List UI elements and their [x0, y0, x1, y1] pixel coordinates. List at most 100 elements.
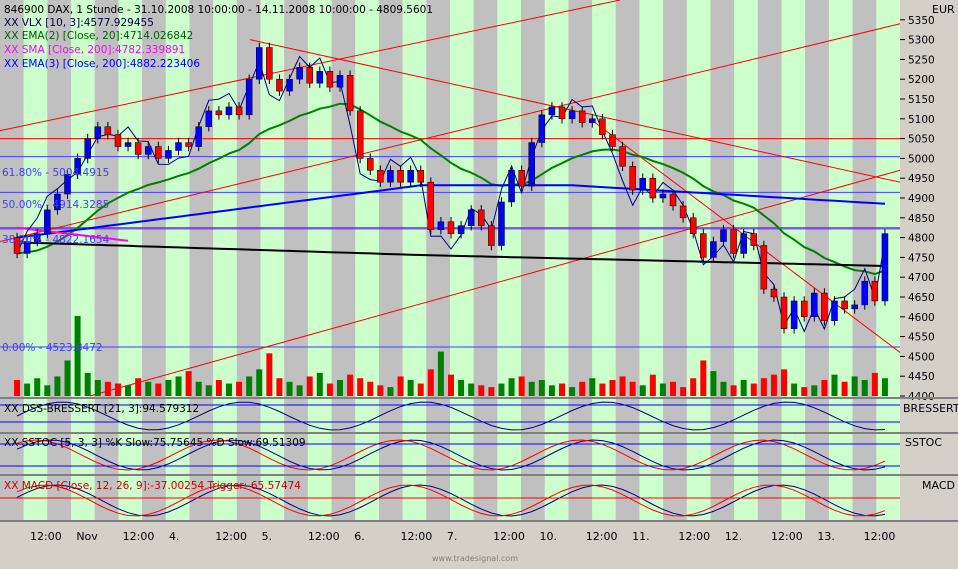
candle[interactable] — [720, 229, 727, 242]
candle[interactable] — [165, 150, 172, 159]
candle[interactable] — [336, 74, 344, 88]
candle[interactable] — [114, 134, 122, 147]
sma200-line[interactable] — [16, 241, 886, 267]
candle[interactable] — [841, 300, 848, 310]
candle[interactable] — [235, 106, 243, 116]
candle[interactable] — [639, 177, 646, 191]
candle[interactable] — [124, 142, 132, 147]
candle[interactable] — [851, 304, 858, 310]
candle[interactable] — [245, 78, 253, 116]
candle[interactable] — [467, 209, 475, 226]
time-axis[interactable]: 12:00 Nov 12:00 4. 12:00 5. 12:00 6. 12:00 7. 12:0… — [30, 530, 895, 543]
candle[interactable] — [266, 47, 273, 80]
candle[interactable] — [437, 221, 445, 230]
candle[interactable] — [417, 170, 424, 183]
vlx-line[interactable] — [16, 55, 886, 333]
candle[interactable] — [518, 170, 525, 187]
legend-sma[interactable]: XX SMA [Close, 200]:4782.339891 — [4, 44, 185, 56]
candle[interactable] — [710, 241, 717, 258]
candle[interactable] — [508, 170, 515, 203]
candle[interactable] — [629, 166, 636, 191]
candle[interactable] — [397, 170, 404, 183]
candle[interactable] — [498, 201, 505, 246]
candle[interactable] — [730, 229, 737, 254]
candle[interactable] — [306, 67, 313, 84]
candle[interactable] — [13, 237, 21, 254]
macd-trigger-line[interactable] — [16, 484, 886, 517]
candle[interactable] — [578, 110, 586, 124]
candle[interactable] — [316, 71, 324, 84]
macd-legend[interactable]: XX MACD [Close, 12, 26, 9]:-37.00254 Tri… — [4, 480, 301, 492]
candle[interactable] — [276, 78, 283, 92]
candle[interactable] — [64, 173, 71, 195]
candle[interactable] — [256, 47, 263, 80]
candle[interactable] — [346, 74, 354, 112]
candle[interactable] — [407, 170, 414, 183]
candle[interactable] — [619, 146, 626, 167]
candle[interactable] — [185, 142, 192, 147]
candle[interactable] — [296, 67, 303, 80]
candle[interactable] — [205, 110, 213, 127]
candle[interactable] — [155, 146, 162, 159]
candle[interactable] — [548, 106, 556, 116]
candle[interactable] — [780, 296, 788, 329]
candle[interactable] — [740, 233, 747, 254]
candle[interactable] — [104, 126, 112, 135]
ema3-line[interactable] — [16, 184, 886, 239]
candle[interactable] — [94, 126, 102, 139]
candle[interactable] — [831, 300, 838, 322]
candle[interactable] — [821, 292, 828, 322]
candle[interactable] — [44, 209, 51, 234]
candle[interactable] — [54, 193, 61, 211]
legend-ema3[interactable]: XX EMA(3) [Close, 200]:4882.223406 — [4, 58, 200, 70]
sma-line[interactable] — [16, 226, 129, 242]
candle[interactable] — [528, 142, 535, 187]
candle[interactable] — [750, 233, 758, 246]
candle[interactable] — [790, 300, 798, 329]
candle[interactable] — [195, 126, 202, 147]
candle[interactable] — [457, 225, 465, 234]
candle[interactable] — [811, 292, 818, 318]
candle[interactable] — [488, 225, 495, 246]
candle[interactable] — [679, 205, 687, 219]
candle[interactable] — [760, 245, 768, 290]
legend-ema2[interactable]: XX EMA(2) [Close, 20]:4714.026842 — [4, 30, 193, 42]
price-plot[interactable] — [0, 0, 901, 517]
candle[interactable] — [538, 114, 546, 143]
candle[interactable] — [447, 221, 455, 234]
candle[interactable] — [175, 142, 182, 151]
candle[interactable] — [599, 118, 606, 135]
price-axis[interactable]: 4400445045004550460046504700475048004850… — [900, 15, 935, 403]
candle[interactable] — [861, 280, 869, 306]
dss-line[interactable] — [16, 401, 886, 431]
candle[interactable] — [356, 110, 364, 159]
candle[interactable] — [74, 158, 81, 175]
candle[interactable] — [134, 142, 142, 155]
candle[interactable] — [700, 233, 707, 258]
candle[interactable] — [144, 146, 152, 155]
candle[interactable] — [689, 217, 697, 234]
candle[interactable] — [478, 209, 485, 226]
candle[interactable] — [770, 288, 778, 298]
candle[interactable] — [225, 106, 233, 116]
candle[interactable] — [23, 241, 31, 254]
sstoc-legend[interactable]: XX SSTOC [5, 3, 3] %K Slow:75.75645 %D S… — [4, 437, 306, 449]
candle[interactable] — [215, 110, 223, 116]
candle[interactable] — [589, 118, 596, 124]
candle[interactable] — [367, 158, 374, 171]
candle[interactable] — [326, 71, 334, 88]
candle[interactable] — [377, 170, 384, 183]
candle[interactable] — [568, 110, 576, 120]
candle[interactable] — [881, 233, 889, 302]
candle[interactable] — [427, 181, 435, 230]
candle[interactable] — [387, 170, 394, 183]
candle[interactable] — [800, 300, 808, 318]
candle[interactable] — [669, 193, 677, 207]
candle[interactable] — [286, 78, 293, 92]
dss-legend[interactable]: XX DSS-BRESSERT [21, 3]:94.579312 — [4, 403, 199, 415]
legend-vlx[interactable]: XX VLX [10, 3]:4577.929455 — [4, 17, 154, 29]
candle[interactable] — [609, 134, 616, 147]
candle[interactable] — [659, 193, 667, 199]
candle[interactable] — [84, 138, 91, 159]
candle[interactable] — [33, 233, 41, 242]
